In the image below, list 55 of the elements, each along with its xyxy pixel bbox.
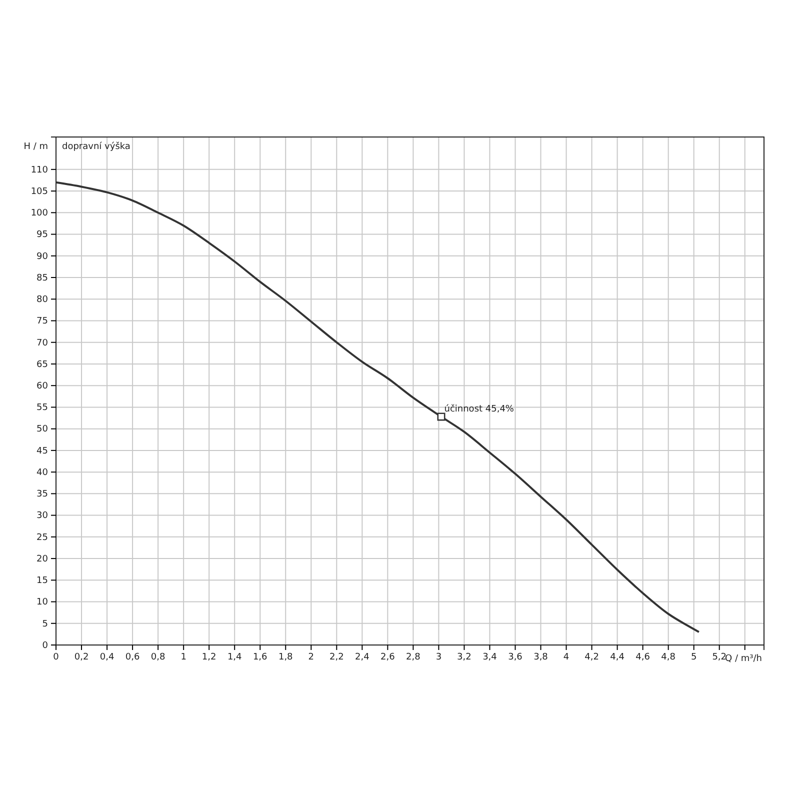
x-tick-label: 0,4 — [100, 652, 114, 662]
x-tick-label: 3,2 — [457, 652, 472, 662]
x-tick-label: 2,8 — [406, 652, 421, 662]
y-tick-label: 5 — [42, 619, 48, 630]
x-tick-label: 4,4 — [610, 652, 625, 662]
x-tick-label: 5 — [690, 652, 697, 662]
x-tick-label: 1,2 — [202, 652, 216, 662]
x-tick-label: 4 — [563, 652, 570, 662]
x-tick-label: 2 — [308, 652, 314, 662]
y-tick-label: 110 — [30, 165, 48, 176]
annotation: účinnost 45,4% — [444, 404, 514, 415]
x-tick-label: 0,6 — [125, 652, 140, 662]
y-tick-label: 35 — [36, 490, 48, 500]
x-tick-label: 1,6 — [252, 652, 268, 662]
x-tick-label: 3 — [436, 652, 442, 662]
x-tick-label: 0,8 — [150, 652, 166, 662]
y-tick-label: 65 — [36, 360, 48, 370]
y-tick-label: 0 — [42, 640, 48, 651]
x-tick-label: 0 — [53, 652, 60, 662]
y-tick-label: 95 — [36, 230, 48, 240]
y-tick-label: 100 — [30, 208, 48, 219]
y-tick-label: 15 — [36, 576, 48, 586]
y-tick-label: 60 — [36, 381, 48, 392]
y-tick-label: 20 — [36, 554, 48, 564]
y-axis-title: H / m — [24, 142, 48, 152]
y-tick-label: 105 — [30, 186, 48, 197]
x-tick-label: 5,2 — [712, 652, 727, 662]
y-tick-label: 80 — [36, 295, 48, 306]
y-tick-label: 50 — [36, 424, 48, 435]
x-tick-label: 2,2 — [329, 652, 344, 662]
annotation: dopravní výška — [62, 141, 130, 152]
x-tick-label: 4,6 — [636, 652, 650, 662]
y-tick-label: 45 — [36, 446, 48, 456]
y-tick-label: 90 — [36, 252, 48, 262]
x-tick-label: 1 — [180, 652, 186, 662]
x-tick-label: 2,6 — [380, 652, 396, 662]
x-tick-label: 1,8 — [278, 652, 294, 662]
y-tick-label: 85 — [36, 273, 48, 284]
x-tick-label: 4,2 — [584, 652, 599, 662]
y-tick-label: 25 — [36, 532, 48, 543]
y-tick-label: 70 — [36, 338, 48, 348]
x-tick-label: 0,2 — [74, 652, 89, 662]
x-axis-title: Q / m³/h — [725, 654, 762, 664]
y-tick-label: 55 — [36, 403, 48, 414]
x-tick-label: 2,4 — [355, 652, 370, 662]
x-tick-label: 1,4 — [227, 652, 242, 662]
y-tick-label: 10 — [36, 598, 48, 608]
line-series — [55, 181, 700, 634]
x-tick-label: 4,8 — [661, 652, 676, 662]
y-tick-label: 75 — [36, 316, 48, 327]
x-tick-label: 3,6 — [508, 652, 523, 662]
x-tick-label: 3,8 — [534, 652, 548, 662]
x-tick-label: 3,4 — [482, 652, 498, 662]
y-tick-label: 30 — [36, 511, 48, 522]
y-tick-label: 40 — [36, 468, 48, 478]
